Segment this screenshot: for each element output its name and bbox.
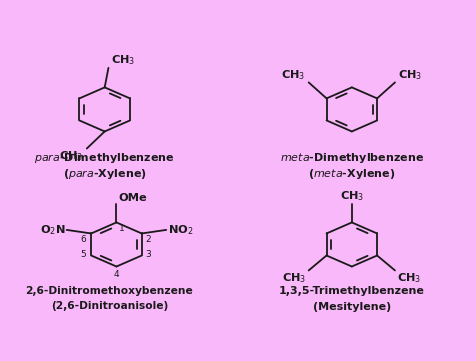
Text: ($\it{meta}$-Xylene): ($\it{meta}$-Xylene) bbox=[307, 167, 395, 181]
Text: 5: 5 bbox=[80, 250, 86, 259]
Text: 6: 6 bbox=[80, 235, 86, 244]
Text: 1: 1 bbox=[119, 224, 125, 233]
Text: (Mesitylene): (Mesitylene) bbox=[312, 302, 390, 312]
Text: NO$_2$: NO$_2$ bbox=[167, 223, 193, 237]
Text: $\it{meta}$-Dimethylbenzene: $\it{meta}$-Dimethylbenzene bbox=[279, 151, 423, 165]
Text: CH$_3$: CH$_3$ bbox=[282, 271, 306, 285]
Text: 1,3,5-Trimethylbenzene: 1,3,5-Trimethylbenzene bbox=[278, 286, 424, 296]
Text: ($\it{para}$-Xylene): ($\it{para}$-Xylene) bbox=[63, 167, 146, 181]
Text: 2,6-Dinitromethoxybenzene: 2,6-Dinitromethoxybenzene bbox=[25, 286, 193, 296]
Text: CH$_3$: CH$_3$ bbox=[396, 271, 420, 285]
Text: CH$_3$: CH$_3$ bbox=[339, 190, 363, 203]
Text: 3: 3 bbox=[145, 250, 151, 259]
Text: 2: 2 bbox=[145, 235, 151, 244]
Text: $\it{para}$-Dimethylbenzene: $\it{para}$-Dimethylbenzene bbox=[34, 151, 175, 165]
Text: CH$_3$: CH$_3$ bbox=[111, 53, 135, 67]
Text: O$_2$N: O$_2$N bbox=[40, 223, 65, 237]
Text: (2,6-Dinitroanisole): (2,6-Dinitroanisole) bbox=[50, 301, 168, 311]
Text: 4: 4 bbox=[113, 270, 119, 279]
Text: CH$_3$: CH$_3$ bbox=[59, 149, 83, 163]
Text: CH$_3$: CH$_3$ bbox=[397, 68, 422, 82]
Text: OMe: OMe bbox=[118, 193, 147, 203]
Text: CH$_3$: CH$_3$ bbox=[280, 68, 305, 82]
